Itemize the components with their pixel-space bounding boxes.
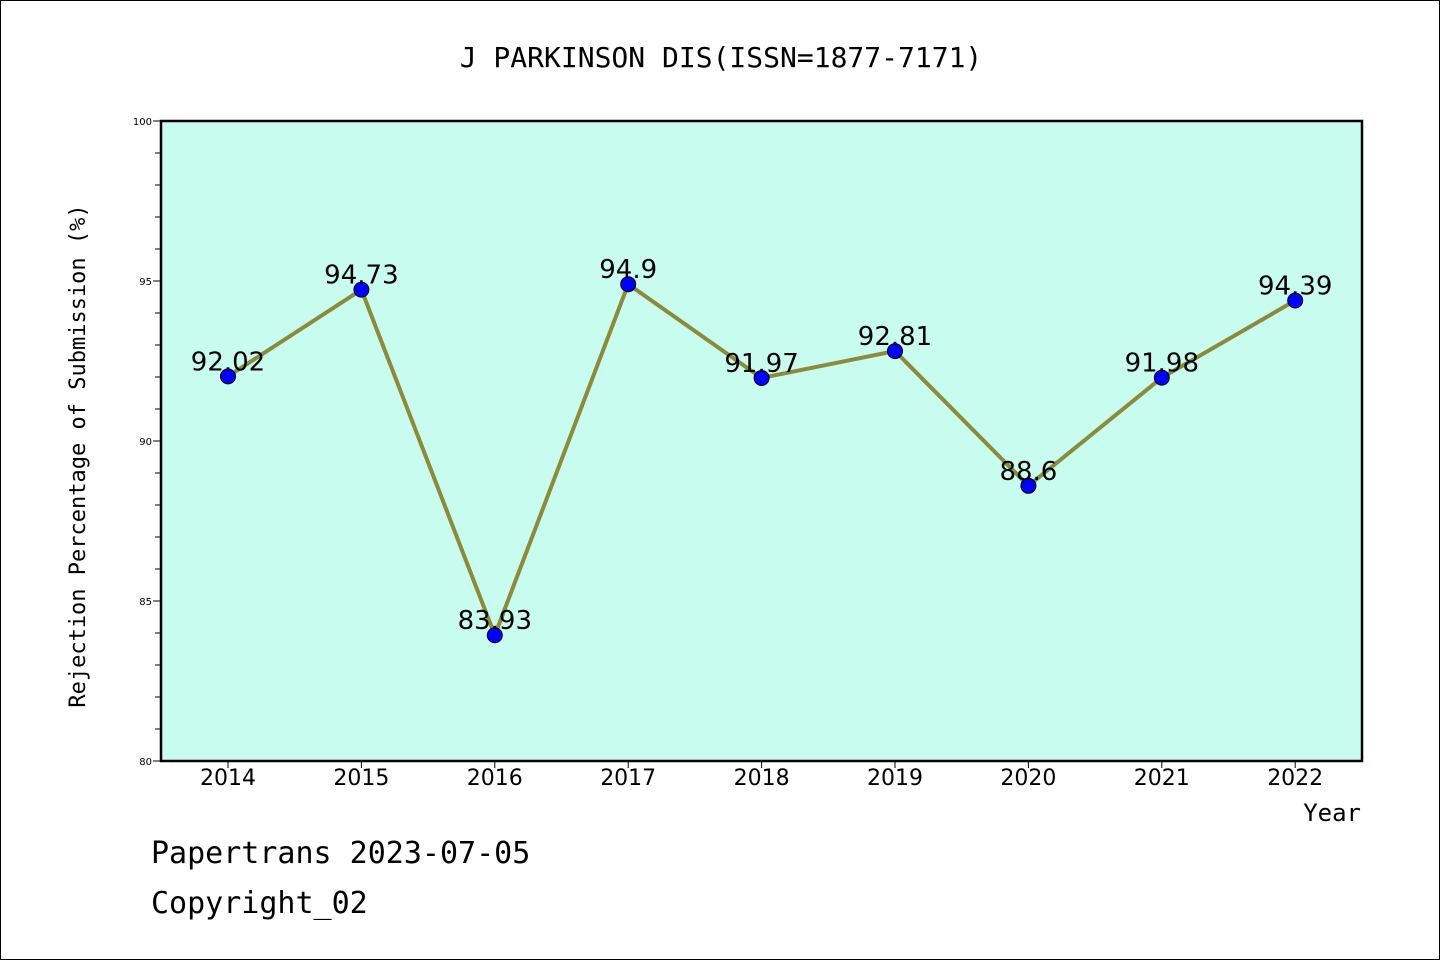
data-point [1287, 292, 1304, 309]
x-tick-label: 2021 [1134, 766, 1190, 791]
data-label: 94.39 [1258, 272, 1332, 302]
footer-source: Papertrans 2023-07-05 [151, 836, 531, 871]
data-label: 83.93 [458, 606, 532, 636]
data-point [486, 627, 503, 644]
x-tick-label: 2017 [600, 766, 656, 791]
data-point [220, 368, 236, 385]
data-point [1153, 369, 1170, 386]
data-label: 92.81 [858, 322, 932, 352]
data-point [1020, 477, 1037, 494]
data-label: 92.02 [191, 347, 265, 377]
footer-copyright: Copyright_02 [151, 886, 368, 921]
data-label: 94.9 [599, 255, 657, 285]
data-point [753, 369, 770, 386]
y-tick-label: 100 [133, 117, 152, 128]
y-tick-label: 80 [139, 757, 152, 768]
y-tick-label: 85 [139, 597, 152, 608]
y-tick-label: 95 [139, 277, 152, 288]
plot-area [159, 119, 1364, 763]
x-tick-label: 2016 [467, 766, 523, 791]
y-tick-label: 90 [139, 437, 152, 448]
data-label: 94.73 [324, 261, 398, 291]
chart-title: J PARKINSON DIS(ISSN=1877-7171) [460, 41, 983, 74]
x-tick-label: 2014 [200, 766, 256, 791]
x-tick-label: 2015 [333, 766, 389, 791]
y-axis: 80 85 90 95 100 [133, 117, 161, 768]
x-tick-label: 2018 [734, 766, 790, 791]
data-point [620, 276, 637, 293]
data-point [887, 343, 903, 360]
y-axis-label: Rejection Percentage of Submission (%) [66, 204, 91, 707]
x-tick-label: 2020 [1000, 766, 1056, 791]
x-axis-label: Year [1303, 799, 1361, 827]
series: 92.02 94.73 83.93 94.9 91.97 92.81 88.6 91.98 94… [191, 255, 1332, 644]
data-label: 91.97 [724, 349, 798, 379]
data-label: 91.98 [1125, 349, 1199, 379]
x-axis: 2014 2015 2016 2017 2018 2019 2020 2021 2022 [200, 761, 1323, 791]
data-label: 88.6 [999, 457, 1057, 487]
x-tick-label: 2022 [1267, 766, 1323, 791]
data-point [353, 281, 370, 298]
x-tick-label: 2019 [867, 766, 923, 791]
